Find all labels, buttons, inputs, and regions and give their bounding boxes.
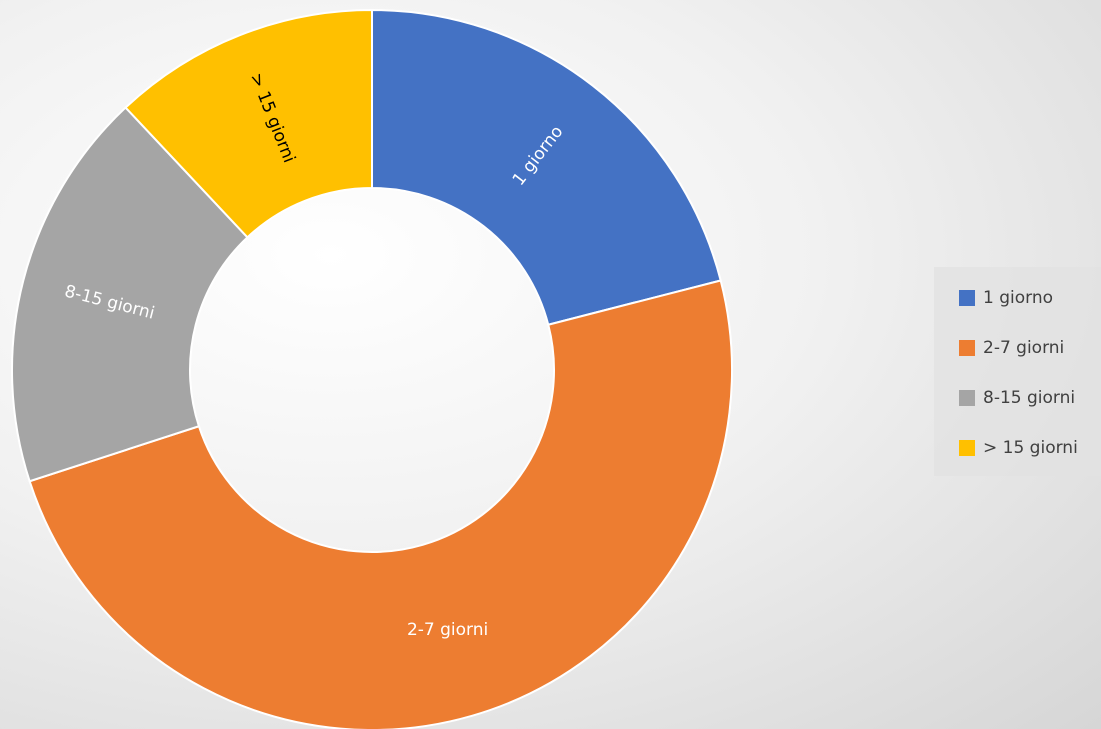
legend-swatch xyxy=(959,440,975,456)
legend-label: 2-7 giorni xyxy=(983,338,1065,358)
legend-label: 8-15 giorni xyxy=(983,388,1076,408)
legend-item-8-15-giorni: 8-15 giorni xyxy=(959,387,1101,409)
legend-label: 1 giorno xyxy=(983,288,1054,308)
slice-8-15-giorni xyxy=(11,106,249,483)
legend-swatch xyxy=(959,340,975,356)
slice-2-7-giorni xyxy=(28,279,733,729)
legend-label: > 15 giorni xyxy=(983,438,1078,458)
data-label-2-7-giorni: 2-7 giorni xyxy=(407,620,488,640)
slices-group xyxy=(11,8,733,729)
legend-swatch xyxy=(959,390,975,406)
legend-item-2-7-giorni: 2-7 giorni xyxy=(959,337,1101,359)
slice-15-giorni xyxy=(124,8,373,239)
slice-1-giorno xyxy=(371,8,722,326)
legend-item-gt-15-giorni: > 15 giorni xyxy=(959,437,1101,459)
legend-item-1-giorno: 1 giorno xyxy=(959,287,1101,309)
legend: 1 giorno 2-7 giorni 8-15 giorni > 15 gio… xyxy=(934,267,1101,476)
legend-swatch xyxy=(959,290,975,306)
